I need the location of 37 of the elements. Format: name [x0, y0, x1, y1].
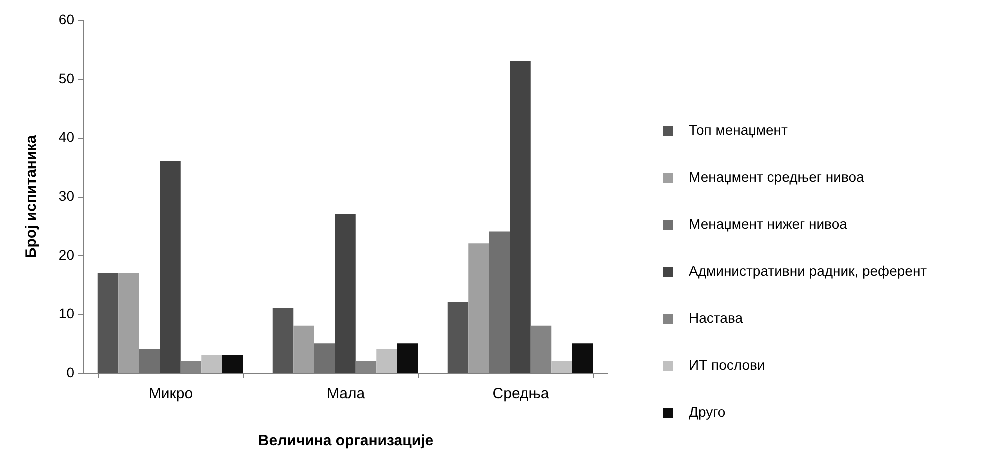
bar: [118, 272, 140, 373]
bar: [448, 302, 469, 373]
bar: [489, 232, 510, 373]
x-tick-label: Мала: [326, 386, 366, 402]
y-tick-label: 30: [58, 188, 75, 204]
bar: [98, 272, 119, 373]
bar: [139, 349, 160, 373]
x-axis-title: Величина организације: [258, 432, 434, 450]
legend-label: Настава: [689, 310, 744, 326]
y-tick-label: 40: [58, 129, 75, 146]
legend-label: Топ менаџмент: [689, 122, 789, 138]
legend-label: Менаџмент нижег нивоа: [689, 216, 848, 232]
x-tick-label: Средња: [492, 386, 550, 402]
bar: [202, 355, 222, 373]
y-axis-title: Број испитаника: [22, 134, 40, 259]
bar: [376, 349, 398, 373]
y-tick-label: 0: [66, 364, 75, 380]
bar: [572, 344, 594, 373]
legend-label: Менаџмент средњег нивоа: [689, 169, 865, 185]
y-tick-label: 10: [58, 306, 75, 322]
bar: [222, 355, 244, 373]
bar: [510, 61, 531, 373]
legend-label: ИТ послови: [689, 357, 766, 373]
x-tick-label: Микро: [148, 386, 194, 402]
bar: [397, 344, 418, 373]
bar: [552, 361, 572, 373]
bar: [468, 244, 490, 373]
bar: [272, 308, 294, 373]
legend-label: Друго: [689, 404, 726, 420]
y-tick-label: 20: [58, 246, 75, 263]
legend-label: Административни радник, референт: [689, 263, 928, 279]
bar: [335, 214, 356, 373]
y-tick-label: 50: [58, 70, 75, 86]
bar: [160, 161, 181, 373]
y-tick-label: 60: [58, 12, 75, 28]
bar: [294, 326, 314, 373]
bar: [314, 344, 336, 373]
